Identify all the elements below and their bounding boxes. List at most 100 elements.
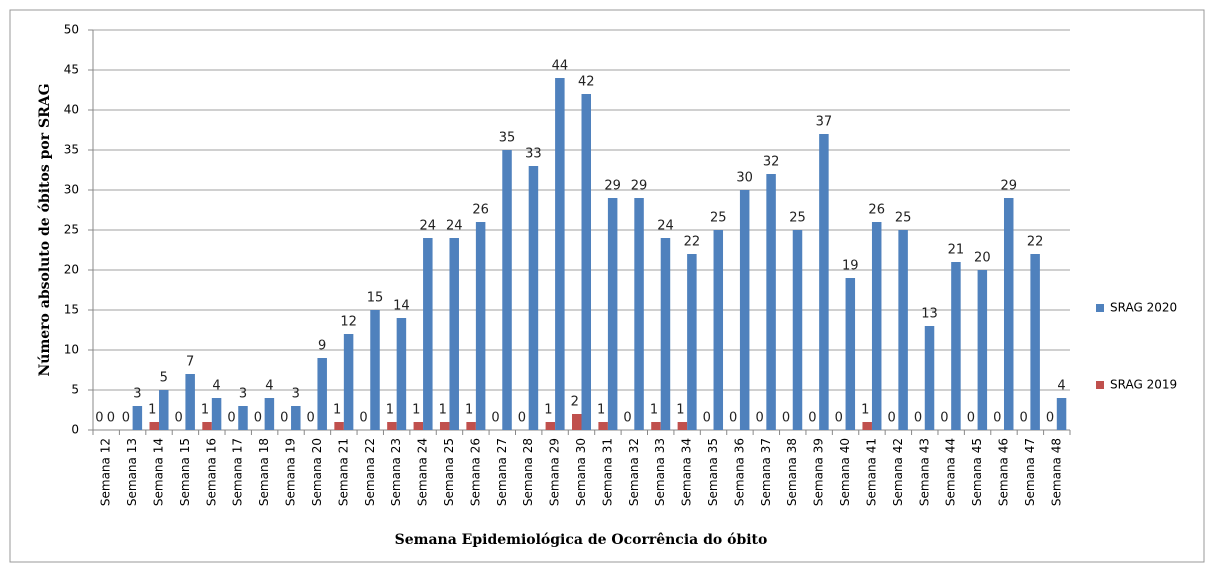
data-label: 32 (763, 155, 780, 170)
x-tick-label: Semana 18 (257, 438, 271, 506)
bar (634, 198, 644, 430)
data-label: 0 (122, 411, 130, 426)
x-tick-label: Semana 48 (1049, 438, 1063, 506)
data-label: 0 (914, 411, 922, 426)
data-label: 0 (518, 411, 526, 426)
bar (581, 94, 591, 430)
bar (423, 238, 433, 430)
data-label: 3 (133, 387, 141, 402)
data-label: 0 (1020, 411, 1028, 426)
data-label: 0 (782, 411, 790, 426)
data-label: 0 (940, 411, 948, 426)
data-label: 1 (597, 403, 605, 418)
data-label: 25 (789, 211, 806, 226)
y-axis-title: Número absoluto de óbitos por SRAG (37, 83, 53, 376)
legend-swatch (1096, 381, 1104, 389)
bar (202, 422, 212, 430)
data-label: 0 (967, 411, 975, 426)
bar (598, 422, 608, 430)
x-tick-label: Semana 28 (521, 438, 535, 506)
bar (317, 358, 327, 430)
data-label: 1 (412, 403, 420, 418)
bar (439, 422, 450, 430)
data-label: 25 (710, 211, 727, 226)
data-label: 1 (148, 403, 156, 418)
x-tick-label: Semana 14 (152, 438, 166, 506)
data-label: 33 (525, 147, 542, 162)
bar (475, 222, 486, 430)
data-label: 1 (465, 403, 473, 418)
data-label: 29 (631, 179, 648, 194)
bar (413, 422, 424, 430)
data-label: 13 (921, 307, 938, 322)
bar (572, 414, 582, 430)
bar (555, 78, 565, 430)
data-label: 0 (227, 411, 235, 426)
data-label: 0 (175, 411, 183, 426)
y-tick-label: 10 (64, 343, 79, 357)
data-label: 0 (307, 411, 315, 426)
bar (819, 134, 829, 430)
x-tick-label: Semana 39 (812, 438, 826, 506)
data-label: 4 (265, 379, 273, 394)
legend-swatch (1096, 304, 1104, 312)
data-label: 24 (420, 219, 437, 234)
bar (687, 254, 697, 430)
data-label: 15 (367, 291, 384, 306)
x-tick-label: Semana 17 (231, 438, 245, 506)
data-label: 22 (684, 235, 701, 250)
x-tick-label: Semana 34 (680, 438, 694, 506)
data-label: 0 (254, 411, 262, 426)
y-tick-label: 25 (64, 223, 79, 237)
bar (466, 422, 476, 430)
data-label: 0 (95, 411, 103, 426)
bar (334, 422, 344, 430)
data-label: 21 (948, 243, 965, 258)
data-label: 4 (212, 379, 220, 394)
x-tick-label: Semana 30 (574, 438, 588, 506)
y-tick-label: 40 (64, 103, 79, 117)
data-label: 2 (571, 395, 579, 410)
x-tick-label: Semana 35 (706, 438, 720, 506)
bar (211, 398, 222, 430)
bar (660, 238, 671, 430)
y-tick-label: 15 (64, 303, 79, 317)
x-tick-label: Semana 44 (944, 438, 958, 506)
data-label: 0 (887, 411, 895, 426)
bar (185, 374, 195, 430)
x-tick-label: Semana 46 (996, 438, 1010, 506)
data-label: 1 (201, 403, 209, 418)
data-label: 37 (816, 115, 833, 130)
x-tick-label: Semana 33 (653, 438, 667, 506)
data-label: 4 (1057, 379, 1065, 394)
x-tick-label: Semana 47 (1023, 438, 1037, 506)
data-label: 0 (359, 411, 367, 426)
x-tick-label: Semana 29 (548, 438, 562, 506)
data-label: 0 (835, 411, 843, 426)
data-label: 1 (439, 403, 447, 418)
x-tick-label: Semana 25 (442, 438, 456, 506)
x-tick-label: Semana 45 (970, 438, 984, 506)
data-label: 30 (736, 171, 753, 186)
x-tick-label: Semana 27 (495, 438, 509, 506)
data-label: 29 (604, 179, 621, 194)
data-label: 3 (292, 387, 300, 402)
bar (370, 310, 380, 430)
data-label: 0 (808, 411, 816, 426)
bar (607, 198, 618, 430)
bar (343, 334, 354, 430)
data-label: 12 (340, 315, 357, 330)
x-tick-label: Semana 42 (891, 438, 905, 506)
bar (1003, 198, 1014, 430)
x-tick-label: Semana 41 (864, 438, 878, 506)
data-label: 35 (499, 131, 516, 146)
bar (845, 278, 856, 430)
y-tick-label: 0 (71, 423, 79, 437)
bar (766, 174, 776, 430)
bar (651, 422, 661, 430)
data-label: 29 (1000, 179, 1017, 194)
x-tick-label: Semana 15 (178, 438, 192, 506)
bar (898, 230, 908, 430)
x-tick-label: Semana 32 (627, 438, 641, 506)
bar (149, 422, 160, 430)
